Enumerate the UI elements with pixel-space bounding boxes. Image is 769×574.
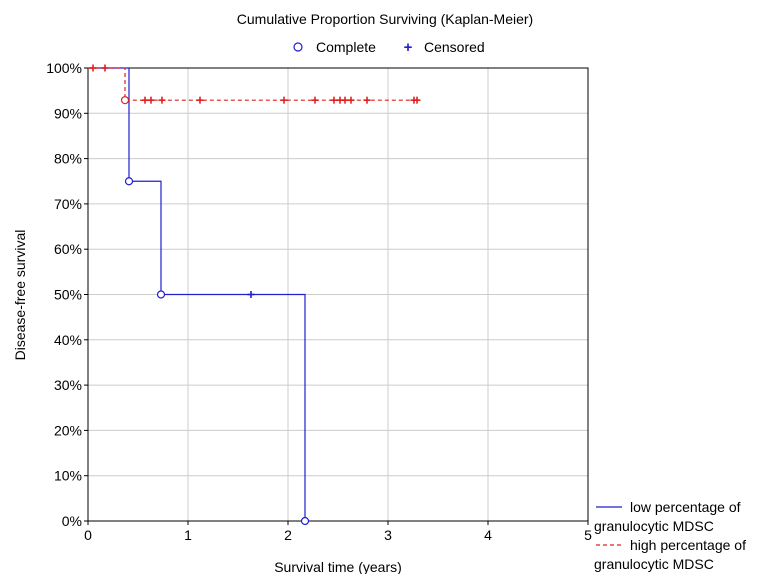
series-1-legend-label: low percentage of: [630, 499, 741, 515]
y-tick-label: 0%: [62, 513, 82, 529]
censored-legend-marker: +: [404, 39, 413, 56]
censored-event-marker: [141, 96, 149, 104]
series-legend: low percentage of granulocytic MDSC high p…: [594, 499, 746, 572]
censored-event-marker: [363, 96, 371, 104]
y-axis-ticks: 0% 10% 20% 30% 40% 50% 60% 70% 80% 90% 100%: [46, 60, 88, 529]
x-tick-label: 0: [84, 527, 92, 543]
censored-event-marker: [341, 96, 349, 104]
x-axis-label: Survival time (years): [274, 559, 402, 574]
top-legend: Complete + Censored: [293, 39, 485, 56]
complete-legend-marker: [293, 42, 303, 52]
series-2-legend-label: granulocytic MDSC: [594, 556, 714, 572]
y-tick-label: 70%: [54, 196, 82, 212]
y-tick-label: 20%: [54, 422, 82, 438]
chart-title: Cumulative Proportion Surviving (Kaplan-…: [237, 11, 533, 27]
y-tick-label: 80%: [54, 151, 82, 167]
y-tick-label: 40%: [54, 332, 82, 348]
complete-event-marker: [300, 516, 310, 526]
x-tick-label: 3: [384, 527, 392, 543]
plot-area: 0% 10% 20% 30% 40% 50% 60% 70% 80% 90% 100% 0 1 2 3 4 5: [46, 60, 592, 543]
censored-event-marker: [280, 96, 288, 104]
censored-legend-label: Censored: [424, 39, 485, 55]
complete-event-marker: [124, 177, 134, 186]
series-1-legend-label: granulocytic MDSC: [594, 518, 714, 534]
censored-event-marker: [101, 64, 109, 72]
y-tick-label: 60%: [54, 241, 82, 257]
y-tick-label: 90%: [54, 105, 82, 121]
censored-event-marker: [247, 291, 255, 298]
censored-event-marker: [347, 96, 355, 104]
censored-event-marker: [330, 96, 338, 104]
y-axis-label: Disease-free survival: [12, 230, 28, 361]
x-tick-label: 2: [284, 527, 292, 543]
complete-legend-label: Complete: [316, 39, 376, 55]
y-tick-label: 50%: [54, 287, 82, 303]
y-tick-label: 100%: [46, 60, 82, 76]
series-layer: [88, 64, 421, 526]
censored-event-marker: [311, 96, 319, 104]
complete-event-marker: [156, 290, 166, 299]
censored-event-marker: [196, 96, 204, 104]
x-tick-label: 4: [484, 527, 492, 543]
series-2-step-line: [88, 67, 419, 101]
y-tick-label: 30%: [54, 377, 82, 393]
censored-event-marker: [413, 96, 421, 104]
censored-event-marker: [89, 64, 97, 72]
censored-event-marker: [158, 96, 166, 104]
complete-event-marker: [120, 96, 130, 105]
x-axis-ticks: 0 1 2 3 4 5: [84, 521, 592, 543]
series-1-step-line: [88, 67, 306, 521]
series-2-legend-label: high percentage of: [630, 537, 746, 553]
y-tick-label: 10%: [54, 468, 82, 484]
censored-event-marker: [147, 96, 155, 104]
x-tick-label: 5: [584, 527, 592, 543]
x-tick-label: 1: [184, 527, 192, 543]
